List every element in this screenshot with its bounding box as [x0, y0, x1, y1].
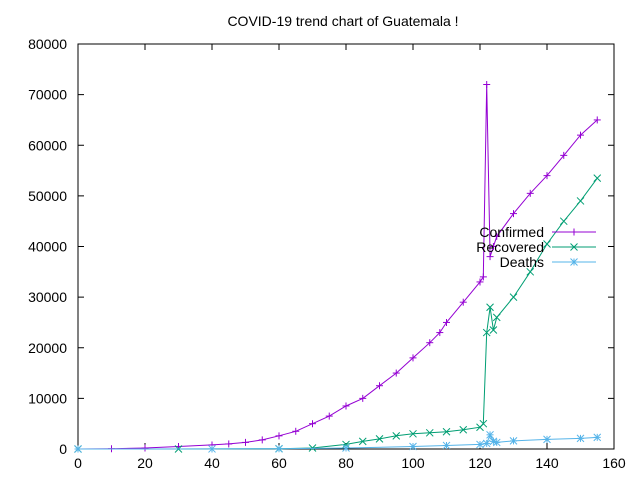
y-tick-label: 30000 — [28, 289, 67, 305]
data-point-confirmed — [577, 131, 584, 139]
legend-marker-confirmed — [570, 228, 578, 236]
data-point-confirmed — [479, 273, 487, 281]
data-point-recovered — [479, 419, 488, 428]
data-point-confirmed — [476, 278, 484, 286]
x-tick-label: 40 — [204, 455, 220, 471]
data-point-confirmed — [493, 232, 501, 240]
data-point-confirmed — [510, 210, 517, 218]
y-tick-label: 40000 — [28, 239, 67, 255]
series-confirmed — [74, 81, 601, 453]
y-tick-label: 60000 — [28, 137, 67, 153]
data-point-deaths — [409, 442, 417, 451]
legend-label-recovered: Recovered — [476, 239, 544, 255]
data-point-deaths — [342, 444, 350, 452]
data-point-confirmed — [376, 382, 383, 390]
x-tick-label: 80 — [338, 455, 354, 471]
data-point-deaths — [476, 440, 484, 449]
data-point-confirmed — [309, 420, 316, 428]
y-tick-label: 20000 — [28, 340, 67, 356]
data-point-recovered — [442, 427, 451, 436]
data-point-confirmed — [325, 412, 333, 420]
data-point-confirmed — [342, 402, 350, 410]
data-point-recovered — [375, 435, 384, 443]
data-point-recovered — [392, 431, 401, 440]
x-tick-label: 20 — [137, 455, 153, 471]
data-point-confirmed — [409, 354, 417, 362]
data-point-confirmed — [275, 432, 283, 440]
data-point-deaths — [482, 439, 491, 448]
series-line-recovered — [78, 177, 598, 450]
x-tick-label: 160 — [602, 455, 626, 471]
data-point-deaths — [543, 435, 551, 444]
data-point-confirmed — [225, 440, 233, 448]
data-point-deaths — [509, 437, 518, 445]
data-point-recovered — [342, 440, 350, 449]
x-tick-label: 100 — [401, 455, 425, 471]
data-point-deaths — [492, 438, 501, 447]
data-point-recovered — [459, 425, 468, 434]
axes: 0 20 40 60 80 100 120 140 160 0 10000 20000 30000 400… — [28, 36, 626, 471]
data-point-confirmed — [426, 339, 434, 347]
data-point-confirmed — [359, 394, 367, 402]
data-point-confirmed — [292, 427, 300, 435]
data-point-deaths — [576, 434, 585, 443]
data-point-confirmed — [258, 436, 266, 444]
data-point-deaths — [74, 445, 82, 453]
x-tick-label: 0 — [74, 455, 82, 471]
x-tick-label: 60 — [271, 455, 287, 471]
data-point-deaths — [593, 433, 602, 442]
data-point-recovered — [482, 328, 491, 337]
data-point-recovered — [409, 429, 417, 438]
data-point-confirmed — [392, 369, 400, 377]
data-point-recovered — [425, 428, 434, 437]
data-point-recovered — [576, 197, 585, 205]
data-point-confirmed — [443, 318, 450, 326]
series-layer — [74, 81, 602, 453]
data-point-recovered — [486, 303, 494, 312]
data-point-confirmed — [483, 81, 491, 88]
legend-marker-deaths — [570, 258, 578, 266]
data-point-confirmed — [141, 444, 149, 452]
data-point-recovered — [559, 217, 568, 226]
y-tick-label: 70000 — [28, 87, 67, 103]
legend-label-confirmed: Confirmed — [479, 224, 544, 240]
data-point-recovered — [492, 313, 501, 322]
y-tick-label: 10000 — [28, 390, 67, 406]
data-point-confirmed — [489, 243, 497, 250]
data-point-confirmed — [486, 253, 494, 261]
data-point-confirmed — [560, 151, 568, 159]
legend-label-deaths: Deaths — [500, 254, 544, 270]
data-point-confirmed — [459, 298, 467, 306]
data-point-deaths — [486, 430, 494, 439]
y-tick-label: 80000 — [28, 36, 67, 52]
data-point-recovered — [489, 326, 498, 334]
series-deaths — [74, 430, 602, 453]
data-point-recovered — [526, 267, 535, 276]
data-point-recovered — [358, 437, 367, 446]
data-point-deaths — [442, 441, 451, 450]
y-tick-label: 0 — [59, 441, 67, 457]
data-point-deaths — [208, 445, 216, 453]
data-point-confirmed — [242, 438, 249, 446]
data-point-confirmed — [543, 172, 551, 180]
x-tick-label: 120 — [468, 455, 492, 471]
chart-title: COVID-19 trend chart of Guatemala ! — [227, 13, 458, 29]
x-tick-label: 140 — [535, 455, 559, 471]
data-point-deaths — [275, 444, 283, 453]
y-tick-label: 50000 — [28, 188, 67, 204]
data-point-recovered — [509, 293, 518, 301]
data-point-confirmed — [526, 189, 534, 197]
data-point-recovered — [543, 240, 551, 248]
series-line-deaths — [77, 433, 598, 450]
data-point-confirmed — [593, 116, 601, 124]
data-point-confirmed — [436, 329, 444, 337]
data-point-recovered — [593, 174, 602, 183]
legend-marker-recovered — [570, 243, 578, 251]
